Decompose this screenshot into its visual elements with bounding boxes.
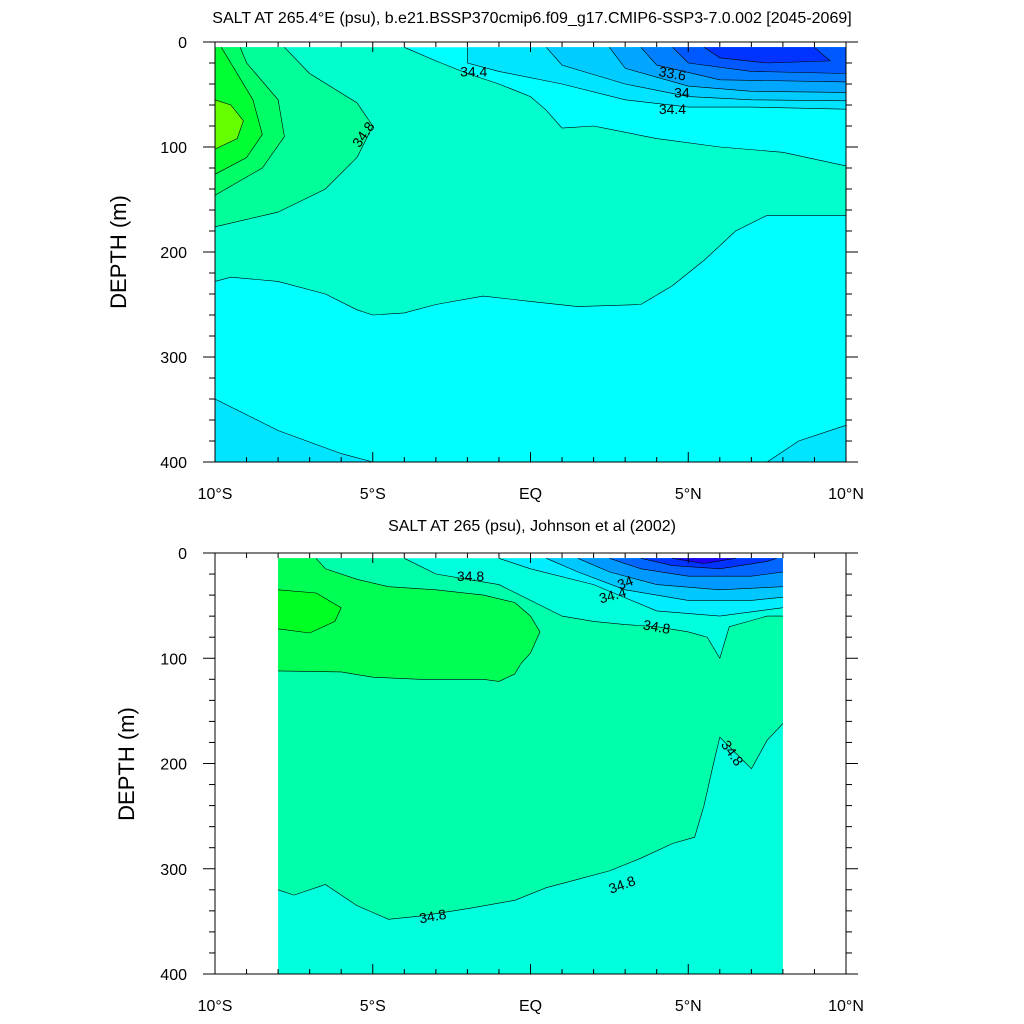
salinity-band-8 [640, 558, 777, 569]
contour-line-1 [278, 558, 541, 682]
contour-label: 34 [674, 84, 690, 100]
panel-1-fill-layer [215, 47, 846, 463]
x-tick-label: 5°N [675, 486, 702, 503]
panel-2-y-axis-label: DEPTH (m) [114, 707, 139, 821]
contour-line-13 [703, 47, 831, 64]
contour-label: 34 [615, 572, 635, 592]
contour-line-7 [609, 558, 783, 577]
contour-line-0 [214, 215, 846, 316]
contour-line-3 [214, 47, 263, 175]
panel-1-y-axis-label: DEPTH (m) [106, 195, 131, 309]
panel-1-contour-layer [214, 47, 847, 463]
panel-1-title: SALT AT 265.4°E (psu), b.e21.BSSP370cmip… [212, 10, 851, 27]
y-tick-label: 100 [160, 651, 187, 668]
contour-line-4 [498, 558, 783, 617]
contour-line-3 [404, 558, 783, 660]
contour-line-5 [546, 558, 783, 601]
y-tick-label: 200 [160, 245, 187, 262]
panel-2-fill-layer [278, 558, 783, 974]
salinity-band-1 [215, 47, 846, 316]
contour-line-11 [640, 47, 847, 83]
y-tick-label: 0 [178, 35, 187, 52]
y-tick-label: 200 [160, 757, 187, 774]
contour-label: 34.4 [597, 584, 628, 607]
contour-label: 34.8 [418, 906, 448, 927]
salinity-band-13 [704, 47, 831, 63]
panel-2-axis-ticks: 10°S 5°S EQ 5°N 10°N 0 100 200 300 400 [160, 546, 864, 1015]
x-tick-label: 10°S [198, 486, 233, 503]
contour-line-1 [214, 47, 374, 228]
x-tick-label: 10°S [198, 998, 233, 1015]
x-tick-label: EQ [519, 486, 542, 503]
contour-line-8 [467, 47, 847, 110]
contour-line-12 [672, 47, 847, 74]
panel-2-contour-layer [278, 558, 784, 920]
salinity-band-3 [278, 589, 342, 633]
panel-2-title: SALT AT 265 (psu), Johnson et al (2002) [388, 518, 676, 535]
salinity-band-6 [215, 399, 373, 462]
x-tick-label: 5°S [360, 486, 386, 503]
salinity-band-2 [278, 558, 540, 682]
contour-label: 33.6 [658, 63, 688, 84]
x-tick-label: 10°N [828, 998, 864, 1015]
contour-line-9 [672, 558, 736, 564]
contour-line-4 [214, 99, 244, 150]
contour-line-9 [546, 47, 847, 102]
y-tick-label: 300 [160, 350, 187, 367]
contour-label: 34.8 [457, 568, 484, 584]
panel-1-axis-ticks: 10°S 5°S EQ 5°N 10°N 0 100 200 300 400 [160, 35, 864, 503]
y-tick-label: 400 [160, 455, 187, 472]
x-tick-label: 5°S [360, 998, 386, 1015]
x-tick-label: 5°N [675, 998, 702, 1015]
contour-line-2 [278, 589, 342, 634]
salinity-band-7 [767, 425, 846, 462]
contour-line-6 [577, 558, 783, 591]
contour-line-0 [278, 723, 784, 920]
x-tick-label: EQ [519, 998, 542, 1015]
y-tick-label: 100 [160, 140, 187, 157]
panel-observed-salinity: SALT AT 265 (psu), Johnson et al (2002) … [114, 518, 864, 1015]
contour-line-7 [404, 47, 847, 167]
contour-line-10 [609, 47, 847, 93]
contour-line-5 [214, 398, 373, 463]
contour-line-8 [640, 558, 777, 570]
contour-line-6 [766, 425, 847, 463]
y-tick-label: 300 [160, 862, 187, 879]
contour-label: 34.8 [642, 616, 672, 637]
x-tick-label: 10°N [828, 486, 864, 503]
contour-line-2 [214, 47, 285, 196]
panel-model-salinity: SALT AT 265.4°E (psu), b.e21.BSSP370cmip… [106, 10, 864, 503]
y-tick-label: 400 [160, 967, 187, 984]
contour-label: 34.4 [460, 63, 487, 79]
y-tick-label: 0 [178, 546, 187, 563]
contour-label: 34.4 [659, 101, 686, 117]
